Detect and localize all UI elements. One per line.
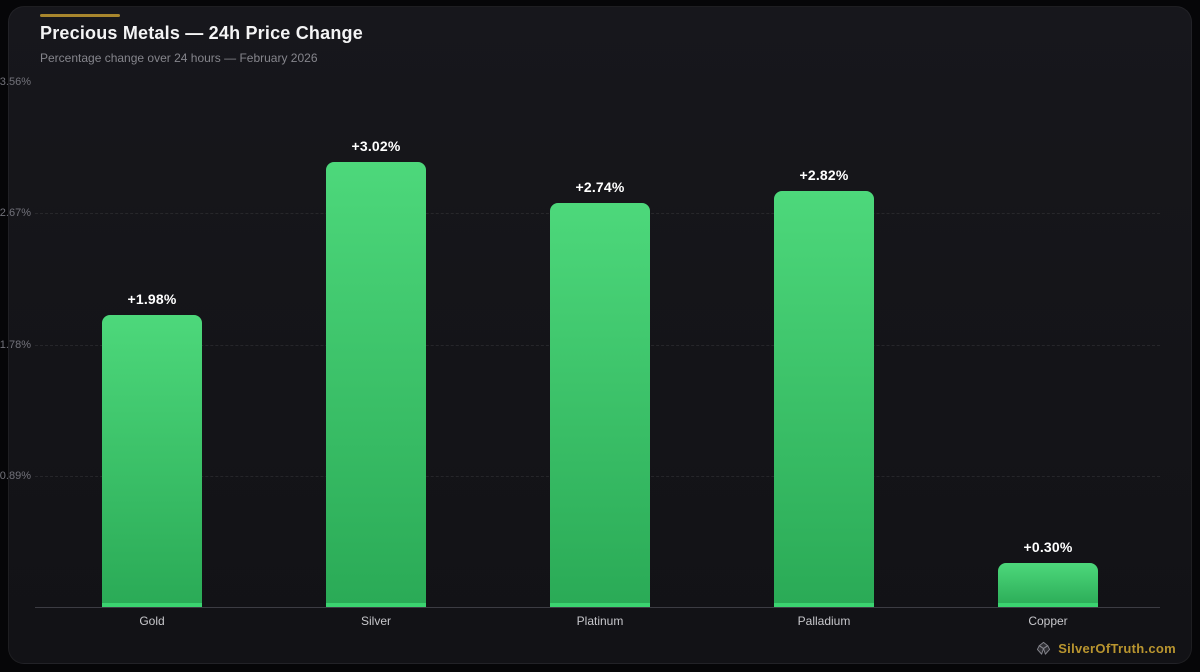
bar-palladium <box>774 191 874 607</box>
watermark-text: SilverOfTruth.com <box>1058 640 1176 656</box>
bar-value-label: +0.30% <box>1023 538 1073 555</box>
y-axis-tick-label: +0.89% <box>0 469 31 482</box>
bar-value-label: +2.74% <box>575 178 625 195</box>
chart-title: Precious Metals — 24h Price Change <box>40 23 363 43</box>
y-axis-tick-label: +2.67% <box>0 207 31 220</box>
category-label-platinum: Platinum <box>576 614 624 628</box>
category-label-gold: Gold <box>139 614 165 628</box>
category-label-palladium: Palladium <box>797 614 851 628</box>
bar-copper <box>998 562 1098 608</box>
silver-gem-icon <box>1037 641 1051 655</box>
bar-value-label: +3.02% <box>351 137 401 154</box>
category-label-copper: Copper <box>1028 614 1068 628</box>
y-axis-tick-label: +3.56% <box>0 76 31 88</box>
bar-platinum <box>550 202 650 608</box>
bar-value-label: +1.98% <box>127 291 177 307</box>
bar-silver <box>326 161 426 608</box>
accent-line <box>40 14 120 17</box>
y-axis-tick-label: +1.78% <box>0 338 31 351</box>
watermark: SilverOfTruth.com <box>1036 639 1176 657</box>
bar-gold <box>102 315 202 607</box>
chart-subtitle: Percentage change over 24 hours — Februa… <box>40 51 318 65</box>
x-axis-line <box>35 607 1160 608</box>
category-label-silver: Silver <box>360 614 391 628</box>
bar-value-label: +2.82% <box>799 167 849 184</box>
